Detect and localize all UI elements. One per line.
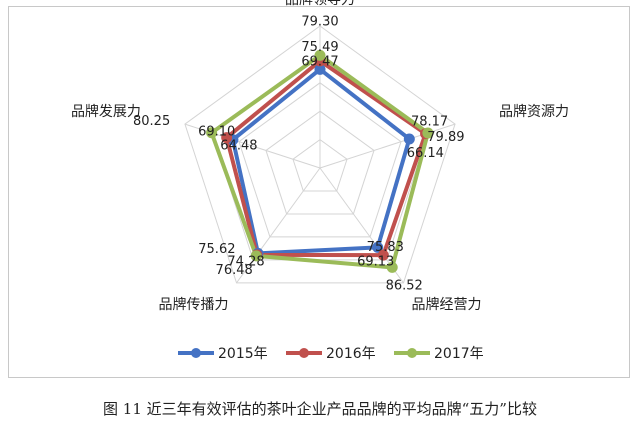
series-line-2017年: [209, 53, 430, 270]
axis-label-1: 品牌领导力: [285, 0, 355, 8]
point-2017年-4: [250, 250, 262, 262]
legend-label-2016年: 2016年: [326, 346, 376, 362]
grid-ring-1: [292, 138, 348, 192]
data-label-2017年-3: 86.52: [386, 278, 423, 293]
axis-label-3: 品牌经营力: [411, 296, 481, 313]
data-label-2016年-4: 75.62: [198, 242, 235, 257]
point-2017年-2: [422, 127, 434, 139]
series-line-2016年: [224, 58, 428, 258]
data-label-2016年-3: 75.83: [367, 240, 404, 255]
point-2017年-3: [386, 261, 398, 273]
grid-ring-2: [265, 110, 375, 215]
data-label-2017年-5: 80.25: [133, 114, 170, 129]
point-2017年-1: [314, 49, 326, 61]
data-label-2017年-4: 76.48: [216, 263, 253, 278]
data-label-2016年-1: 75.49: [301, 40, 338, 55]
data-label-2015年-5: 64.48: [220, 139, 257, 154]
data-label-2015年-1: 69.47: [301, 54, 338, 69]
data-label-2016年-5: 69.10: [198, 125, 235, 140]
grid-ring-3: [238, 82, 402, 238]
point-2016年-5: [221, 132, 233, 144]
legend-marker-2016年: [299, 348, 309, 358]
axis-label-5: 品牌发展力: [71, 103, 141, 120]
point-2015年-3: [372, 241, 384, 253]
axis-label-2: 品牌资源力: [499, 103, 569, 120]
legend-label-2017年: 2017年: [434, 346, 484, 362]
legend-marker-2015年: [191, 348, 201, 358]
legend-marker-2017年: [407, 348, 417, 358]
grid-ring-5: [184, 25, 456, 284]
data-label-2015年-3: 69.13: [357, 254, 394, 269]
series-line-2015年: [230, 67, 412, 256]
figure-caption: 图 11 近三年有效评估的茶叶企业产品品牌的平均品牌“五力”比较: [103, 400, 537, 418]
point-2016年-3: [377, 249, 389, 261]
data-label-2017年-1: 79.30: [301, 14, 338, 29]
data-label-2015年-4: 74.28: [227, 254, 264, 269]
axis-label-4: 品牌传播力: [159, 296, 229, 313]
point-2015年-2: [403, 133, 415, 145]
data-label-2015年-2: 66.14: [407, 146, 444, 161]
point-2017年-5: [206, 127, 218, 139]
data-label-2017年-2: 79.89: [427, 130, 464, 145]
data-label-2016年-2: 78.17: [411, 115, 448, 130]
legend-label-2015年: 2015年: [218, 346, 268, 362]
axis-spoke-4: [236, 167, 321, 284]
